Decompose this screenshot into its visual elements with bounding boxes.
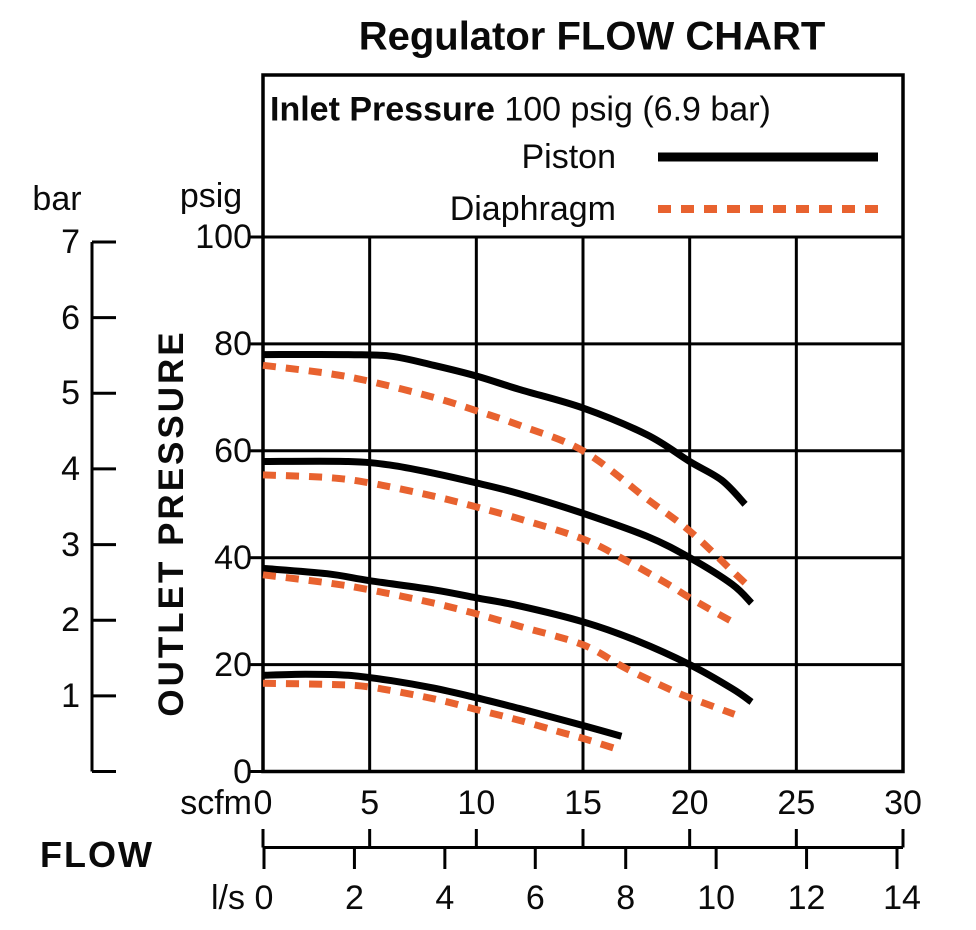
page-title: Regulator FLOW CHART <box>358 14 826 59</box>
diaphragm-curve-2 <box>262 471 735 625</box>
ls-tick-label-6: 6 <box>525 879 545 917</box>
scfm-tick-label-30: 30 <box>884 784 922 822</box>
psig-tick-label-100: 100 <box>195 218 252 256</box>
scfm-tick-label-25: 25 <box>777 784 816 822</box>
ls-tick-label-2: 2 <box>344 879 364 917</box>
plot-border <box>261 73 905 774</box>
scfm-tick-label-15: 15 <box>564 784 602 822</box>
ls-tick-label-8: 8 <box>616 879 636 917</box>
legend-piston-label: Piston <box>521 138 617 176</box>
legend-inlet-value: 100 psig (6.9 bar) <box>504 90 771 129</box>
legend-inlet-label: Inlet Pressure <box>270 90 495 129</box>
scfm-tick-label-5: 5 <box>360 784 380 822</box>
piston-curve-1 <box>262 350 748 507</box>
bar-unit-label: bar <box>32 180 82 218</box>
y-axis-title: OUTLET PRESSURE <box>152 329 191 717</box>
legend-inlet-pressure: Inlet Pressure 100 psig (6.9 bar) <box>270 91 771 130</box>
psig-unit-label: psig <box>179 177 243 215</box>
ls-tick-label-14: 14 <box>883 879 921 917</box>
psig-tick-label-60: 60 <box>214 431 252 470</box>
bar-tick-label-6: 6 <box>61 298 80 337</box>
ls-tick-label-12: 12 <box>787 879 826 917</box>
ls-tick-label-0: 0 <box>254 879 274 917</box>
bar-tick-label-4: 4 <box>61 449 80 488</box>
psig-tick-label-40: 40 <box>214 538 252 577</box>
ls-tick-label-10: 10 <box>697 879 736 917</box>
bar-tick-label-7: 7 <box>61 223 80 261</box>
bar-tick-label-5: 5 <box>61 374 80 413</box>
bar-tick-label-3: 3 <box>61 525 80 564</box>
bar-tick-label-1: 1 <box>61 676 80 715</box>
scfm-tick-label-20: 20 <box>670 784 709 822</box>
diaphragm-curve-4 <box>262 679 619 753</box>
psig-tick-label-20: 20 <box>214 645 252 684</box>
diaphragm-curve-3 <box>262 571 736 718</box>
psig-tick-label-0: 0 <box>233 752 252 791</box>
piston-curve-2 <box>262 457 755 606</box>
bar-tick-label-2: 2 <box>61 601 80 640</box>
x-axis-title: FLOW <box>40 834 154 875</box>
diaphragm-curve-1 <box>262 361 752 590</box>
ls-unit-label: l/s <box>211 879 245 917</box>
piston-curve-4 <box>262 670 623 740</box>
legend-diaphragm-label: Diaphragm <box>449 190 616 228</box>
ls-tick-label-4: 4 <box>435 879 455 917</box>
psig-tick-label-80: 80 <box>214 324 252 363</box>
scfm-tick-label-0: 0 <box>253 784 273 822</box>
scfm-tick-label-10: 10 <box>457 784 496 822</box>
scfm-unit-label: scfm <box>180 784 252 822</box>
piston-curve-3 <box>262 564 754 705</box>
